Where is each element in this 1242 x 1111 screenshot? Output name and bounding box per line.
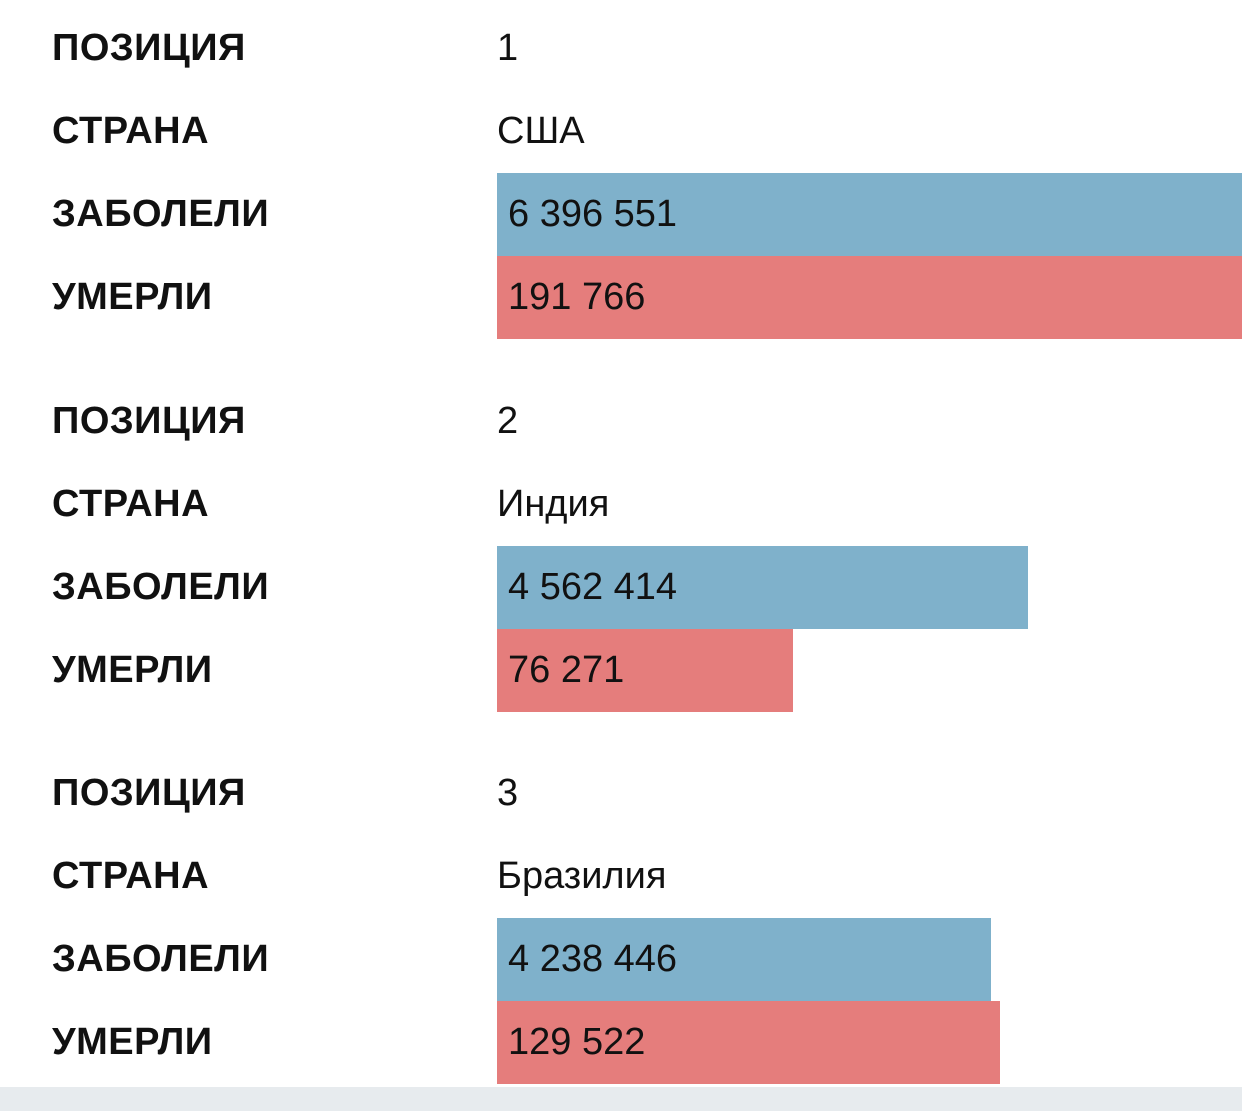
cases-value: 4 238 446	[508, 938, 678, 980]
deaths-label: УМЕРЛИ	[52, 649, 213, 691]
deaths-value: 76 271	[508, 649, 625, 691]
country-label: СТРАНА	[52, 483, 210, 525]
position-value: 3	[497, 772, 519, 814]
cases-bar: 4 238 446	[497, 918, 991, 1001]
deaths-bar: 191 766	[497, 256, 1242, 339]
deaths-row: УМЕРЛИ 76 271	[0, 629, 1242, 712]
deaths-row: УМЕРЛИ 129 522	[0, 1001, 1242, 1084]
country-row: СТРАНА Бразилия	[0, 835, 1242, 918]
position-row: ПОЗИЦИЯ 3	[0, 752, 1242, 835]
position-row: ПОЗИЦИЯ 2	[0, 380, 1242, 463]
cases-label: ЗАБОЛЕЛИ	[52, 938, 270, 980]
country-value: Индия	[497, 483, 610, 525]
country-row: СТРАНА США	[0, 90, 1242, 173]
country-value: США	[497, 110, 585, 152]
cases-row: ЗАБОЛЕЛИ 4 238 446	[0, 918, 1242, 1001]
position-value: 2	[497, 400, 519, 442]
cases-row: ЗАБОЛЕЛИ 4 562 414	[0, 546, 1242, 629]
deaths-bar: 129 522	[497, 1001, 1000, 1084]
deaths-label: УМЕРЛИ	[52, 276, 213, 318]
position-row: ПОЗИЦИЯ 1	[0, 7, 1242, 90]
cases-value: 4 562 414	[508, 566, 678, 608]
deaths-bar: 76 271	[497, 629, 793, 712]
footer-band	[0, 1087, 1242, 1111]
deaths-label: УМЕРЛИ	[52, 1021, 213, 1063]
cases-value: 6 396 551	[508, 193, 678, 235]
deaths-value: 191 766	[508, 276, 646, 318]
position-label: ПОЗИЦИЯ	[52, 27, 246, 69]
position-value: 1	[497, 27, 519, 69]
deaths-row: УМЕРЛИ 191 766	[0, 256, 1242, 339]
position-label: ПОЗИЦИЯ	[52, 400, 246, 442]
deaths-value: 129 522	[508, 1021, 646, 1063]
country-label: СТРАНА	[52, 855, 210, 897]
country-label: СТРАНА	[52, 110, 210, 152]
cases-bar: 4 562 414	[497, 546, 1028, 629]
position-label: ПОЗИЦИЯ	[52, 772, 246, 814]
cases-label: ЗАБОЛЕЛИ	[52, 566, 270, 608]
cases-bar: 6 396 551	[497, 173, 1242, 256]
country-row: СТРАНА Индия	[0, 463, 1242, 546]
cases-row: ЗАБОЛЕЛИ 6 396 551	[0, 173, 1242, 256]
cases-label: ЗАБОЛЕЛИ	[52, 193, 270, 235]
country-value: Бразилия	[497, 855, 667, 897]
